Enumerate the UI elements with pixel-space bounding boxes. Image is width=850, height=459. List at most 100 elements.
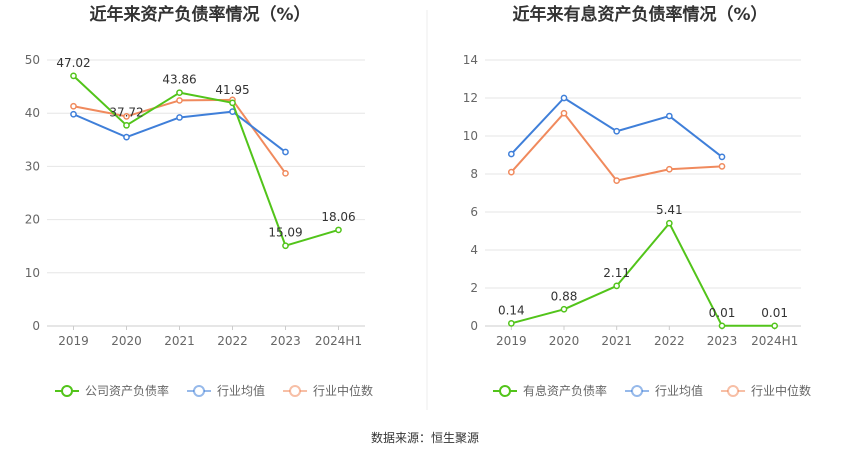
data-point[interactable] (176, 97, 183, 104)
data-label: 18.06 (321, 210, 355, 224)
data-point[interactable] (507, 168, 515, 176)
legend-marker (61, 385, 73, 397)
legend-marker (631, 385, 644, 397)
data-point[interactable] (176, 89, 183, 97)
y-tick-label: 20 (25, 213, 40, 227)
data-point[interactable] (560, 109, 568, 117)
x-tick-label: 2019 (496, 334, 527, 348)
data-point[interactable] (613, 177, 621, 184)
series-line (510, 97, 723, 158)
data-label: 43.86 (162, 73, 196, 87)
data-label: 37.72 (109, 105, 143, 119)
data-label: 47.02 (56, 56, 90, 70)
legend-item-2[interactable]: 行业均值 (625, 383, 703, 398)
y-tick-label: 30 (25, 159, 40, 173)
y-tick-label: 0 (32, 319, 40, 333)
y-tick-label: 12 (463, 91, 478, 105)
data-point[interactable] (70, 110, 77, 118)
x-tick-label: 2020 (549, 334, 580, 348)
legend-label: 行业均值 (655, 383, 703, 398)
legend-label: 行业中位数 (313, 383, 373, 398)
data-label: 0.14 (498, 303, 525, 317)
data-point[interactable] (613, 127, 621, 135)
series-2 (70, 108, 289, 156)
y-tick-label: 8 (470, 167, 478, 181)
series-1 (507, 219, 779, 330)
series-line (72, 75, 339, 247)
data-point[interactable] (123, 121, 130, 129)
chart-1: 近年来资产负债率情况（%） 0 10 20 30 40 50 2019 2020 2021 2022… (25, 4, 373, 398)
y-tick-label: 40 (25, 106, 40, 120)
data-label: 5.41 (656, 203, 683, 217)
data-point[interactable] (123, 113, 130, 120)
data-source: 数据来源：恒生聚源 (371, 430, 479, 445)
y-tick-label: 2 (470, 281, 478, 295)
data-point[interactable] (718, 153, 726, 161)
legend-marker (193, 385, 206, 397)
legend-marker (727, 385, 740, 397)
x-tick-label: 2020 (111, 334, 142, 348)
data-label: 0.88 (551, 289, 578, 303)
data-point[interactable] (335, 226, 342, 234)
y-tick-label: 6 (470, 205, 478, 219)
legend-label: 行业中位数 (751, 383, 811, 398)
legend-item-3[interactable]: 行业中位数 (283, 383, 373, 398)
data-label: 41.95 (215, 83, 249, 97)
legend-marker (289, 385, 302, 397)
data-label: 15.09 (268, 226, 302, 240)
data-point[interactable] (718, 163, 726, 170)
data-point[interactable] (613, 282, 621, 290)
data-label: 0.01 (761, 306, 788, 320)
chart-title: 近年来资产负债率情况（%） (89, 4, 310, 25)
data-point[interactable] (70, 102, 77, 110)
data-point[interactable] (282, 242, 289, 250)
x-tick-label: 2023 (707, 334, 738, 348)
series-line (511, 222, 775, 327)
x-tick-label: 2024H1 (751, 334, 798, 348)
data-point[interactable] (560, 94, 568, 102)
x-tick-label: 2019 (58, 334, 89, 348)
data-point[interactable] (229, 99, 236, 107)
x-tick-label: 2023 (270, 334, 301, 348)
chart-title: 近年来有息资产负债率情况（%） (512, 4, 767, 25)
legend-item-2[interactable]: 行业均值 (187, 383, 265, 398)
data-point[interactable] (70, 72, 77, 80)
legend-item-3[interactable]: 行业中位数 (721, 383, 811, 398)
chart-2: 近年来有息资产负债率情况（%） 0 2 4 6 8 10 12 14 2019 2020 2021 20… (463, 4, 811, 398)
legend-item-1[interactable]: 公司资产负债率 (55, 383, 169, 398)
x-tick-label: 2024H1 (315, 334, 362, 348)
data-point[interactable] (665, 165, 673, 173)
data-point[interactable] (718, 322, 726, 330)
series-1 (70, 72, 342, 250)
legend-label: 行业均值 (217, 383, 265, 398)
legend-marker (499, 385, 511, 397)
x-tick-label: 2022 (217, 334, 248, 348)
legend-label: 公司资产负债率 (85, 383, 169, 398)
data-point[interactable] (282, 148, 289, 156)
data-point[interactable] (665, 219, 673, 227)
data-point[interactable] (176, 114, 183, 121)
legend-item-1[interactable]: 有息资产负债率 (493, 383, 607, 398)
data-label: 0.01 (709, 306, 736, 320)
y-tick-label: 14 (463, 53, 478, 67)
x-tick-label: 2022 (654, 334, 685, 348)
series-line (510, 112, 723, 182)
data-label: 2.11 (603, 266, 630, 280)
data-point[interactable] (560, 305, 568, 313)
data-point[interactable] (507, 319, 515, 327)
data-point[interactable] (665, 112, 673, 120)
data-point[interactable] (507, 150, 515, 158)
y-tick-label: 50 (25, 53, 40, 67)
y-tick-label: 10 (463, 129, 478, 143)
y-tick-label: 4 (470, 243, 478, 257)
series-3 (507, 109, 726, 184)
data-point[interactable] (282, 169, 289, 177)
series-2 (507, 94, 726, 161)
legend-label: 有息资产负债率 (523, 383, 607, 398)
y-tick-label: 0 (470, 319, 478, 333)
x-tick-label: 2021 (164, 334, 195, 348)
data-point[interactable] (771, 322, 779, 330)
data-point[interactable] (123, 133, 130, 141)
